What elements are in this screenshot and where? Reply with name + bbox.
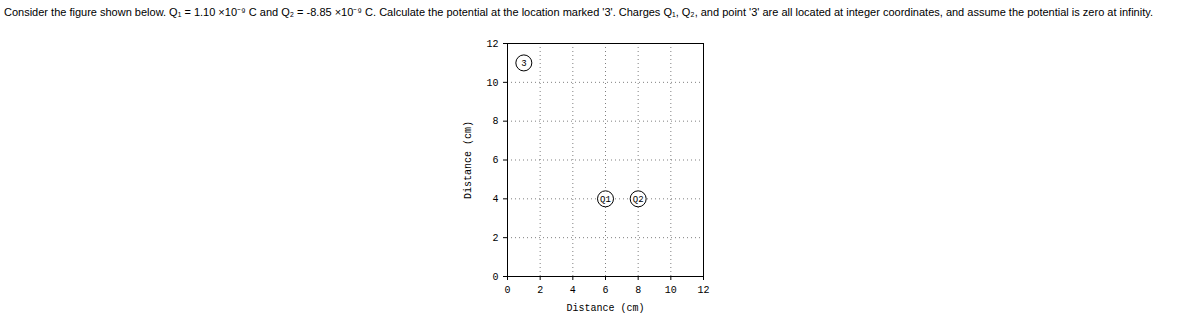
svg-text:10: 10 — [665, 285, 677, 296]
svg-text:4: 4 — [492, 194, 498, 205]
svg-text:Distance (cm): Distance (cm) — [463, 121, 474, 199]
html-text:Consider the figure shown belo: Consider the figure shown below. Q₁ = 1.… — [4, 6, 1153, 18]
svg-text:12: 12 — [486, 39, 498, 50]
svg-text:0: 0 — [504, 285, 510, 296]
svg-text:8: 8 — [635, 285, 641, 296]
svg-text:12: 12 — [697, 285, 709, 296]
svg-text:Distance (cm): Distance (cm) — [566, 303, 644, 314]
svg-text:6: 6 — [602, 285, 608, 296]
svg-text:2: 2 — [492, 233, 498, 244]
svg-text:Q1: Q1 — [600, 195, 611, 205]
svg-text:10: 10 — [486, 78, 498, 89]
svg-text:3: 3 — [521, 59, 526, 69]
svg-text:0: 0 — [492, 272, 498, 283]
svg-text:4: 4 — [570, 285, 576, 296]
svg-text:Q2: Q2 — [633, 195, 644, 205]
svg-text:6: 6 — [492, 155, 498, 166]
svg-text:8: 8 — [492, 116, 498, 127]
svg-text:2: 2 — [537, 285, 543, 296]
